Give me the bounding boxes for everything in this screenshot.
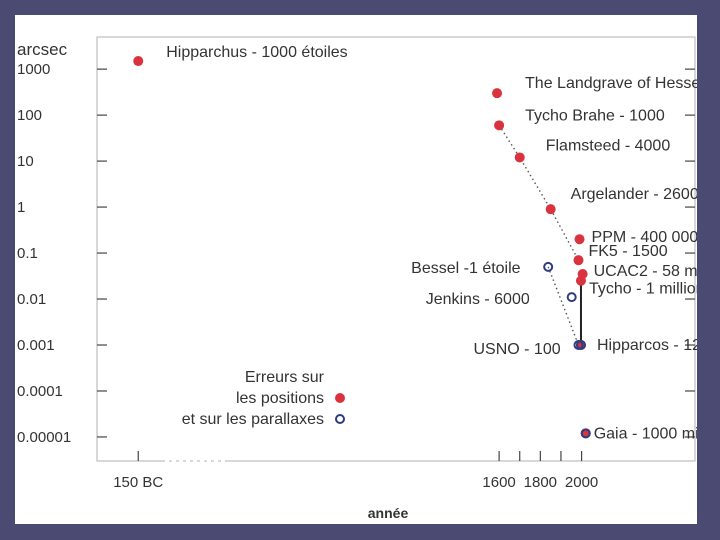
y-axis-label: arcsec	[17, 40, 68, 59]
point-label: Hipparchus - 1000 étoiles	[166, 44, 347, 61]
legend-label: Erreurs sur	[245, 369, 325, 386]
point-label: PPM - 400 000	[592, 229, 697, 246]
y-tick-label: 100	[17, 107, 42, 124]
dotted-trend-line	[498, 124, 580, 261]
y-tick-label: 0.001	[17, 337, 55, 354]
position-error-point	[573, 255, 584, 266]
parallax-error-point	[543, 261, 554, 272]
y-tick-label: 0.1	[17, 245, 38, 262]
legend-marker	[335, 393, 345, 403]
legend-label: les positions	[236, 390, 324, 407]
position-error-point	[492, 88, 503, 99]
point-label: Gaia - 1000 million	[594, 425, 697, 442]
x-tick-label: 1800	[524, 474, 557, 491]
trend-lines	[498, 124, 582, 346]
dotted-trend-line	[547, 266, 580, 346]
parallax-error-point	[566, 292, 577, 303]
y-tick-label: 0.0001	[17, 383, 63, 400]
y-tick-label: 0.01	[17, 291, 46, 308]
chart-panel: arcsec année 1000 100 10 1 0.1 0.01 0.001 0.000…	[15, 15, 697, 524]
point-label: The Landgrave of Hessen - 1000	[525, 75, 697, 92]
point-label: Tycho Brahe - 1000	[525, 107, 665, 124]
point-label: FK5 - 1500	[588, 243, 667, 260]
legend-marker	[335, 414, 345, 424]
position-error-point	[545, 204, 556, 215]
point-label: Flamsteed - 4000	[546, 137, 671, 154]
x-tick-label: 150 BC	[113, 474, 163, 491]
position-error-point	[494, 120, 505, 131]
point-label: Tycho - 1 million	[589, 281, 697, 298]
data-points: Hipparchus - 1000 étoiles The Landgrave o…	[133, 44, 697, 442]
x-axis-ticks: 150 BC 1600 1800 2000	[113, 451, 598, 491]
position-error-point	[133, 56, 144, 67]
x-axis-label: année	[368, 505, 409, 521]
y-tick-label: 1	[17, 199, 25, 216]
y-tick-label: 10	[17, 153, 34, 170]
x-tick-label: 2000	[565, 474, 598, 491]
y-axis-ticks: 1000 100 10 1 0.1 0.01 0.001 0.0001 0.00001	[17, 61, 695, 446]
y-tick-label: 0.00001	[17, 429, 71, 446]
y-tick-label: 1000	[17, 61, 50, 78]
position-error-point	[575, 275, 586, 286]
astrometry-chart: arcsec année 1000 100 10 1 0.1 0.01 0.001 0.000…	[17, 36, 697, 521]
point-label: UCAC2 - 58 million	[594, 263, 697, 280]
point-label: Bessel -1 étoile	[411, 260, 520, 277]
point-label: Hipparcos - 120 000	[597, 337, 697, 354]
legend: Erreurs sur les positions et sur les paral…	[182, 369, 345, 428]
plot-area	[96, 36, 696, 462]
position-error-point	[514, 152, 525, 163]
parallax-error-point	[575, 340, 586, 351]
legend-label: et sur les parallaxes	[182, 411, 324, 428]
point-label: Jenkins - 6000	[426, 291, 530, 308]
x-tick-label: 1600	[482, 474, 515, 491]
point-label: USNO - 100	[473, 341, 560, 358]
parallax-error-point	[580, 428, 591, 439]
point-label: Argelander - 26000	[571, 186, 697, 203]
position-error-point	[574, 234, 585, 245]
